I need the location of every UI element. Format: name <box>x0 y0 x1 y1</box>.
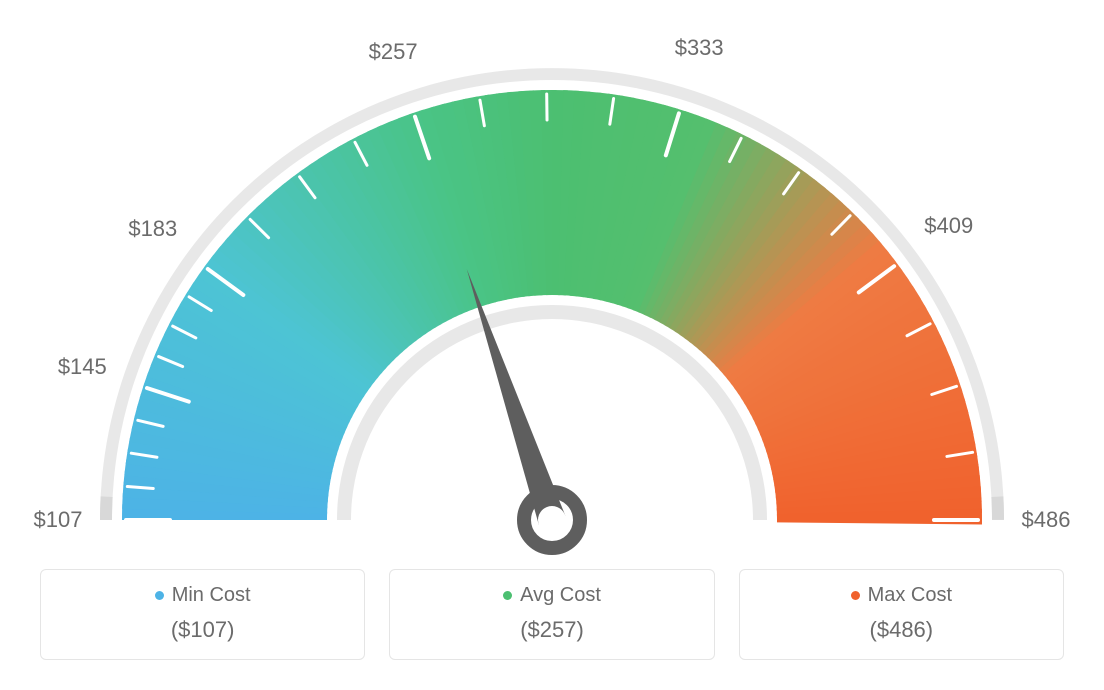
chart-container: $107 $145 $183 $257 $333 $409 $486 Min Cost ($… <box>0 0 1104 690</box>
legend-value-max: ($486) <box>750 617 1053 643</box>
legend-value-min: ($107) <box>51 617 354 643</box>
legend-title-min: Min Cost <box>51 584 354 607</box>
dot-avg <box>503 591 512 600</box>
tick-label: $257 <box>369 39 418 65</box>
tick-label: $183 <box>128 216 177 242</box>
tick-label: $145 <box>58 354 107 380</box>
tick-label: $333 <box>675 35 724 61</box>
tick-label: $486 <box>1022 507 1071 533</box>
gauge-area: $107 $145 $183 $257 $333 $409 $486 <box>0 0 1104 560</box>
legend-card-max: Max Cost ($486) <box>739 569 1064 660</box>
dot-min <box>155 591 164 600</box>
legend-card-min: Min Cost ($107) <box>40 569 365 660</box>
legend-title-avg: Avg Cost <box>400 584 703 607</box>
legend-title-max: Max Cost <box>750 584 1053 607</box>
tick-label: $107 <box>34 507 83 533</box>
legend-title-max-text: Max Cost <box>868 584 952 607</box>
legend-title-avg-text: Avg Cost <box>520 584 601 607</box>
legend-title-min-text: Min Cost <box>172 584 251 607</box>
legend-row: Min Cost ($107) Avg Cost ($257) Max Cost… <box>40 569 1064 660</box>
tick-label: $409 <box>924 213 973 239</box>
dot-max <box>851 591 860 600</box>
legend-value-avg: ($257) <box>400 617 703 643</box>
gauge-svg <box>0 0 1104 560</box>
legend-card-avg: Avg Cost ($257) <box>389 569 714 660</box>
